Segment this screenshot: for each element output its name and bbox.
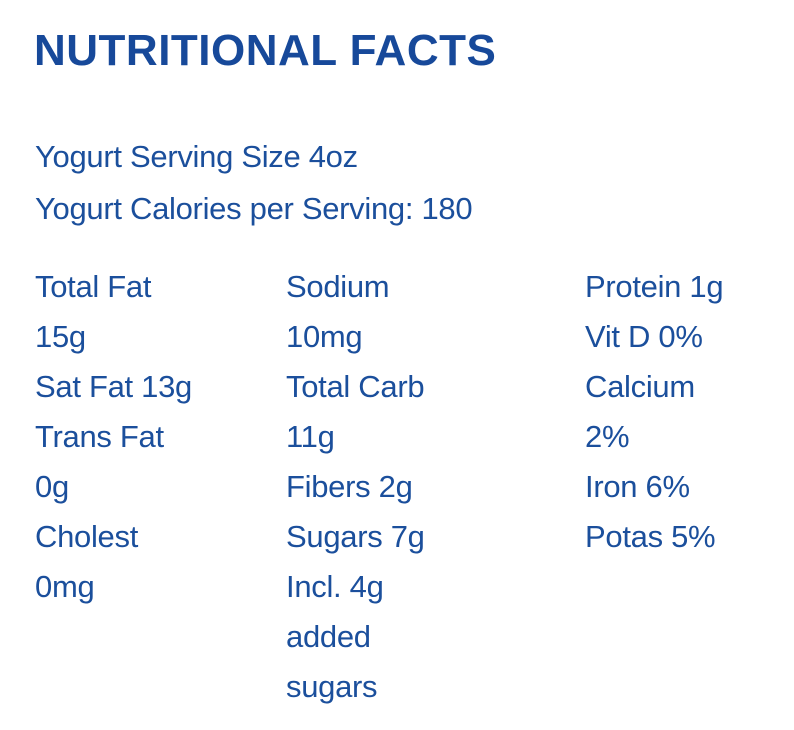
nutrition-line-total-fat-value: 15g [35, 319, 86, 354]
calories-per-serving-line: Yogurt Calories per Serving: 180 [35, 191, 473, 226]
nutrition-line-total-carb: Total Carb [286, 369, 425, 404]
nutrition-line-sugars: Sugars 7g [286, 519, 425, 554]
nutrition-line-potassium: Potas 5% [585, 519, 716, 554]
nutrition-line-calcium-value: 2% [585, 419, 630, 454]
nutrition-line-cholesterol-value: 0mg [35, 569, 95, 604]
nutrition-line-vitamin-d: Vit D 0% [585, 319, 703, 354]
nutrition-column-fat-cholesterol: Total Fat 15g Sat Fat 13g Trans Fat 0g C… [35, 262, 285, 612]
nutrition-line-sodium-value: 10mg [286, 319, 363, 354]
nutrition-line-added-sugars-2: added [286, 619, 371, 654]
nutrition-line-trans-fat: Trans Fat [35, 419, 164, 454]
nutrition-line-sodium: Sodium [286, 269, 390, 304]
serving-size-line: Yogurt Serving Size 4oz [35, 139, 358, 174]
serving-info: Yogurt Serving Size 4oz Yogurt Calories … [35, 131, 473, 235]
nutrition-line-iron: Iron 6% [585, 469, 690, 504]
nutrition-line-sat-fat: Sat Fat 13g [35, 369, 192, 404]
nutrition-line-added-sugars-1: Incl. 4g [286, 569, 384, 604]
nutrition-column-vitamins-minerals: Protein 1g Vit D 0% Calcium 2% Iron 6% P… [585, 262, 790, 562]
nutrition-line-calcium: Calcium [585, 369, 695, 404]
nutrition-column-sodium-carbs: Sodium 10mg Total Carb 11g Fibers 2g Sug… [286, 262, 584, 712]
nutrition-line-total-carb-value: 11g [286, 419, 335, 454]
page-title: NUTRITIONAL FACTS [34, 26, 497, 75]
nutrition-line-cholesterol: Cholest [35, 519, 139, 554]
nutrition-line-trans-fat-value: 0g [35, 469, 69, 504]
nutrition-line-protein: Protein 1g [585, 269, 724, 304]
nutrition-line-added-sugars-3: sugars [286, 669, 378, 704]
nutrition-line-total-fat: Total Fat [35, 269, 152, 304]
nutrition-line-fibers: Fibers 2g [286, 469, 413, 504]
